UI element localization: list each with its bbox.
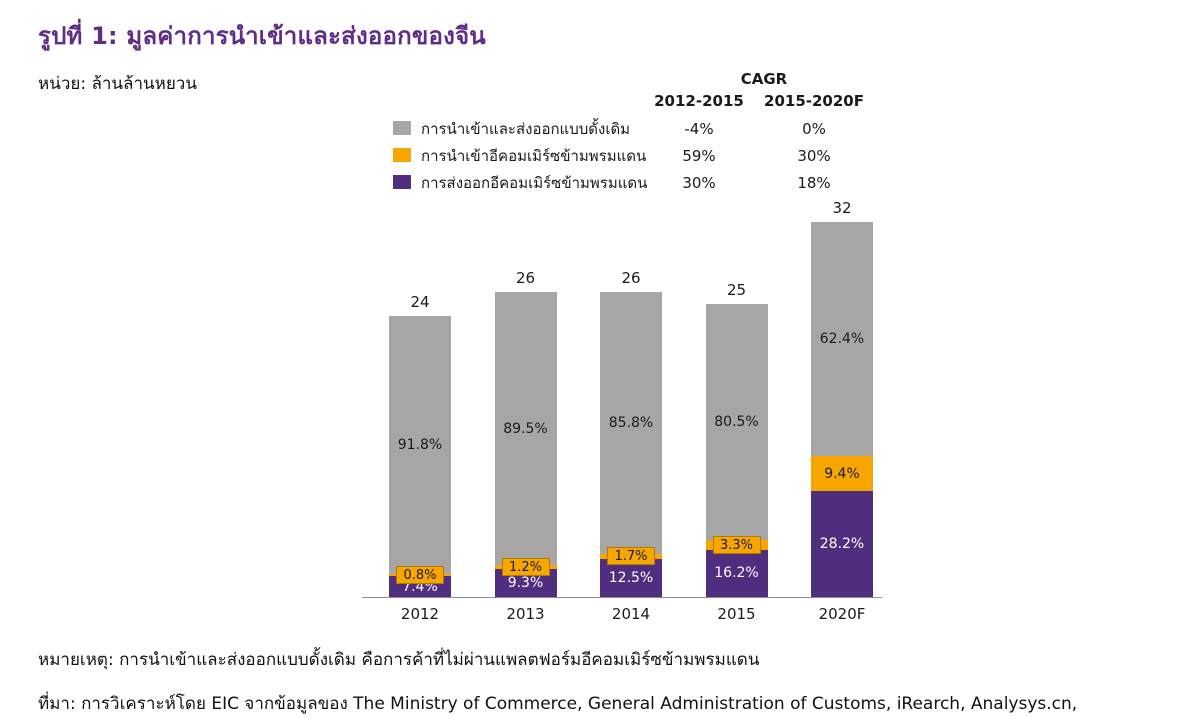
import-callout-2014: 1.7% (607, 547, 655, 566)
chart-source: ที่มา: การวิเคราะห์โดย EIC จากข้อมูลของ … (38, 694, 1078, 714)
spacer (393, 92, 649, 116)
cagr-value-export-1: 30% (682, 174, 716, 192)
import-callout-2013: 1.2% (501, 557, 550, 576)
legend-cagr-table: CAGR 2012-2015 2015-2020F การนำเข้าและส่… (393, 70, 879, 197)
total-label-2015: 25 (726, 281, 747, 300)
import-callout-2015: 3.3% (712, 535, 761, 554)
total-label-2014: 26 (621, 269, 641, 288)
legend-swatch-traditional (393, 121, 411, 135)
cagr-column-2015-2020f: 2015-2020F (764, 92, 864, 110)
bar-2013: 89.5% 9.3% (494, 292, 557, 597)
legend-swatch-import-ecommerce (393, 148, 411, 162)
cagr-value-export-2: 18% (797, 174, 831, 192)
legend-swatch-export-ecommerce (393, 175, 411, 189)
cagr-value-traditional-2: 0% (802, 120, 826, 138)
cagr-value-import-1: 59% (682, 147, 716, 165)
segment-import-2020F: 9.4% (811, 456, 873, 492)
cagr-value-import-2: 30% (797, 147, 831, 165)
import-callout-2012: 0.8% (396, 566, 444, 585)
cagr-header: CAGR (740, 70, 788, 88)
x-axis-label-2012: 2012 (400, 605, 440, 623)
x-axis-label-2014: 2014 (611, 605, 651, 623)
total-label-2012: 24 (410, 292, 430, 311)
stacked-bar-chart: 91.8% 7.4% 0.8% 24 2012 89.5% 9.3% 1.2% 26 2013 85… (340, 199, 900, 630)
segment-export-2020F: 28.2% (811, 491, 873, 597)
bar-2020F: 62.4% 9.4% 28.2% (811, 222, 873, 597)
segment-traditional-2015: 80.5% (705, 304, 768, 540)
segment-traditional-2020F: 62.4% (811, 222, 873, 456)
x-axis-label-2015: 2015 (717, 605, 756, 623)
x-axis-label-2020F: 2020F (818, 605, 866, 623)
total-label-2020F: 32 (832, 199, 852, 217)
total-label-2013: 26 (515, 269, 536, 288)
chart-note: หมายเหตุ: การนำเข้าและส่งออกแบบดั้งเดิม … (38, 650, 760, 670)
bar-2012: 91.8% 7.4% (389, 315, 451, 597)
segment-export-2015: 16.2% (705, 549, 768, 597)
segment-traditional-2014: 85.8% (600, 292, 662, 554)
legend-label-import-ecommerce: การนำเข้าอีคอมเมิร์ซข้ามพรมแดน (421, 147, 647, 165)
cagr-column-2012-2015: 2012-2015 (654, 92, 744, 110)
x-axis-line (362, 597, 882, 598)
x-axis-label-2013: 2013 (506, 605, 545, 623)
unit-label: หน่วย: ล้านล้านหยวน (38, 74, 197, 94)
segment-traditional-2013: 89.5% (494, 292, 557, 565)
spacer (393, 70, 649, 92)
segment-traditional-2012: 91.8% (389, 315, 451, 574)
cagr-value-traditional-1: -4% (684, 120, 714, 138)
legend-label-traditional: การนำเข้าและส่งออกแบบดั้งเดิม (421, 120, 631, 138)
figure-title: รูปที่ 1: มูลค่าการนำเข้าและส่งออกของจีน (38, 22, 486, 50)
legend-label-export-ecommerce: การส่งออกอีคอมเมิร์ซข้ามพรมแดน (421, 174, 648, 192)
